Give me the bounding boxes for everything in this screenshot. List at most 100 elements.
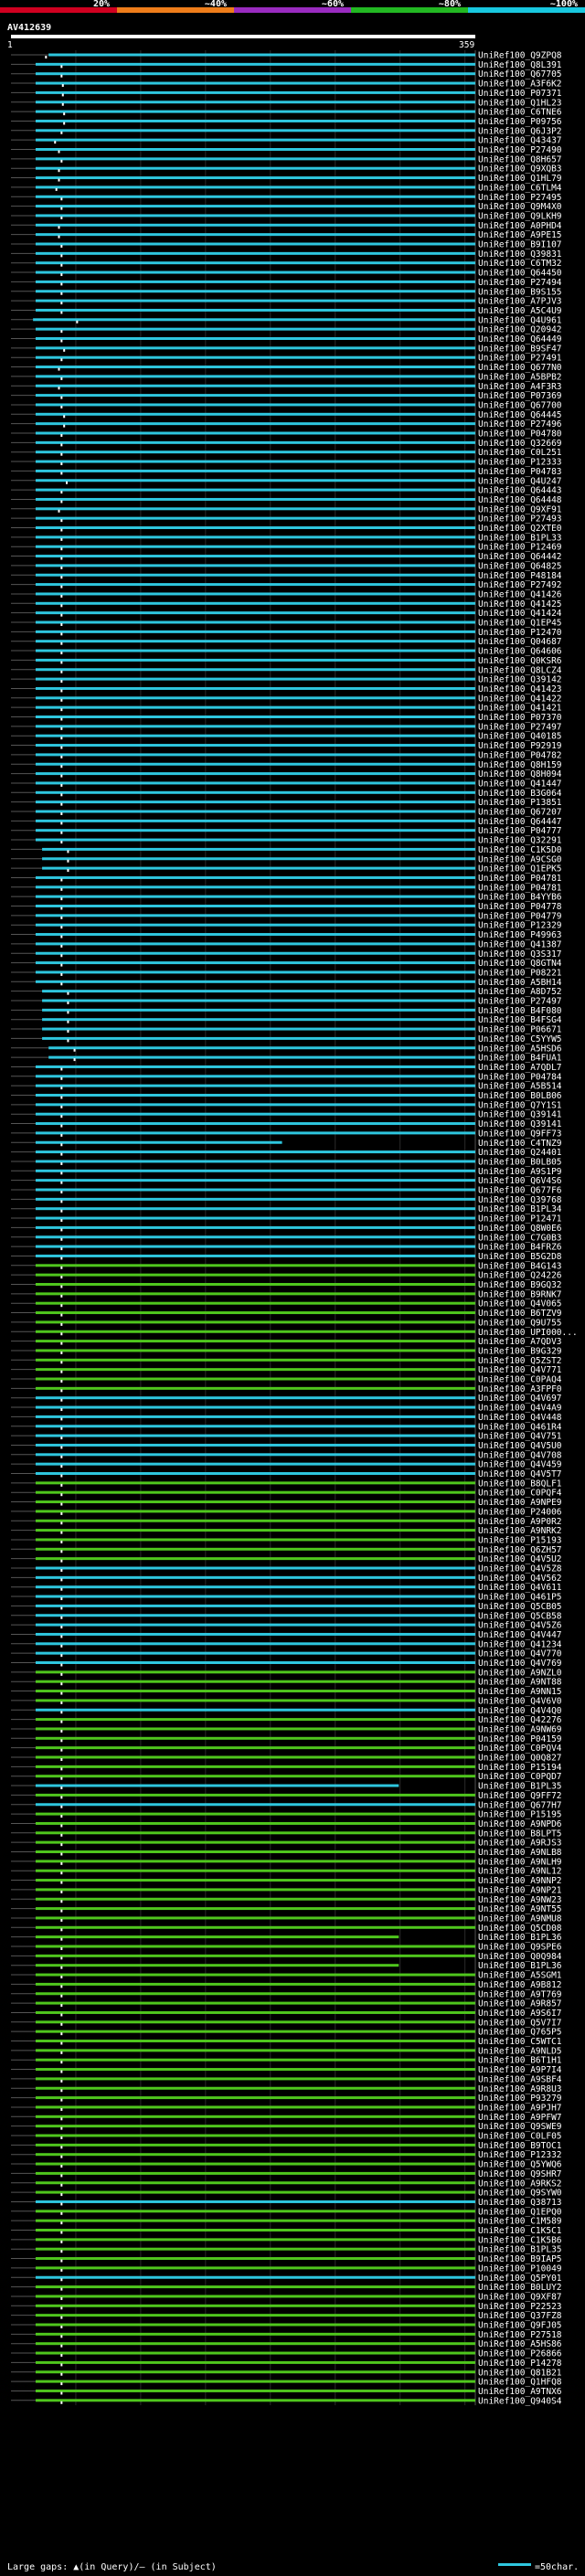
hit-label: UniRef100_Q64450	[478, 269, 562, 279]
hit-bar	[35, 2247, 475, 2251]
hit-label: UniRef100_C6TNE6	[478, 108, 562, 118]
hit-marker	[60, 1758, 63, 1761]
hit-marker	[60, 1076, 63, 1080]
hit-bar	[35, 1765, 475, 1768]
hit-marker	[60, 2363, 63, 2367]
hit-bar	[35, 1964, 399, 1967]
hit-marker	[60, 1276, 63, 1279]
hit-marker	[60, 1966, 63, 1969]
hit-marker	[60, 1597, 63, 1601]
hit-label: UniRef100_Q4V4Q0	[478, 1706, 562, 1716]
hit-label: UniRef100_C4TNZ9	[478, 1139, 562, 1149]
hit-marker	[60, 2146, 63, 2149]
hit-label: UniRef100_P07370	[478, 713, 562, 723]
hit-marker	[58, 169, 60, 173]
hit-rows: UniRef100_Q9ZPQ8UniRef100_Q8L391UniRef10…	[11, 51, 578, 2406]
hit-bar	[35, 251, 475, 255]
hit-label: UniRef100_Q4V6V0	[478, 1696, 562, 1706]
hit-bar	[35, 479, 475, 482]
hit-label: UniRef100_Q4V770	[478, 1649, 562, 1659]
hit-label: UniRef100_Q1EPK5	[478, 864, 562, 875]
hit-label: UniRef100_P27492	[478, 580, 562, 590]
hit-label: UniRef100_P92919	[478, 741, 562, 751]
hit-label: UniRef100_A5BPB2	[478, 372, 562, 382]
hit-bar	[35, 1925, 475, 1929]
hit-label: UniRef100_A5BH14	[478, 978, 562, 988]
hit-bar	[35, 1481, 475, 1485]
hit-marker	[60, 339, 63, 343]
hit-bar	[35, 838, 475, 842]
hit-marker	[58, 387, 60, 390]
hit-label: UniRef100_A7PJV3	[478, 297, 562, 307]
hit-marker	[60, 1181, 63, 1184]
hit-marker	[60, 594, 63, 598]
hit-label: UniRef100_A9NLD5	[478, 2046, 562, 2056]
hit-bar	[35, 2040, 475, 2042]
hit-marker	[63, 415, 66, 419]
hit-label: UniRef100_Q4V5Z6	[478, 1621, 562, 1631]
hit-label: UniRef100_Q4V5U0	[478, 1441, 562, 1451]
hit-label: UniRef100_Q3S317	[478, 949, 562, 959]
hit-bar	[35, 2351, 475, 2355]
hit-label: UniRef100_Q42276	[478, 1715, 562, 1725]
hit-label: UniRef100_Q461P5	[478, 1593, 562, 1603]
hit-label: UniRef100_Q9SHR7	[478, 2169, 562, 2179]
hit-label: UniRef100_A9RKS2	[478, 2178, 562, 2189]
hit-label: UniRef100_Q64825	[478, 561, 562, 571]
hit-bar	[35, 2134, 475, 2137]
hit-bar	[35, 2105, 475, 2109]
hit-bar	[35, 923, 475, 927]
hit-bar	[35, 951, 475, 955]
hit-label: UniRef100_Q8H094	[478, 769, 562, 779]
hit-label: UniRef100_A9NN15	[478, 1687, 562, 1697]
hit-bar	[35, 186, 475, 189]
hit-label: UniRef100_A9S6I7	[478, 2009, 562, 2019]
query-title: AV412639	[7, 23, 51, 33]
hit-label: UniRef100_A9PE15	[478, 230, 562, 240]
hit-label: UniRef100_Q5YWQ6	[478, 2160, 562, 2170]
hit-bar	[35, 2068, 475, 2072]
hit-marker	[60, 2051, 63, 2054]
hit-label: UniRef100_P12471	[478, 1214, 562, 1224]
hit-bar	[35, 1699, 475, 1702]
hit-bar	[35, 526, 475, 529]
hit-bar	[35, 440, 475, 444]
hit-marker	[60, 1389, 63, 1393]
hit-marker	[60, 1976, 63, 1979]
hit-label: UniRef100_Q8H657	[478, 154, 562, 164]
hit-label: UniRef100_Q461R4	[478, 1422, 562, 1432]
hit-bar	[35, 2295, 475, 2298]
hit-bar	[35, 422, 475, 426]
hit-marker	[60, 1228, 63, 1232]
hit-bar	[42, 999, 475, 1002]
hit-marker	[60, 528, 63, 532]
hit-marker	[60, 1890, 63, 1893]
hit-marker	[60, 2401, 63, 2404]
hit-marker	[60, 1426, 63, 1430]
hit-label: UniRef100_Q4V5Z8	[478, 1564, 562, 1574]
hit-marker	[60, 2391, 63, 2395]
hit-marker	[60, 1559, 63, 1563]
hit-label: UniRef100_P12469	[478, 543, 562, 553]
hit-marker	[58, 178, 60, 182]
hit-bar	[35, 2181, 475, 2185]
hit-marker	[60, 1881, 63, 1884]
scale-label: 20%	[93, 0, 110, 9]
hit-marker	[60, 472, 63, 475]
hit-label: UniRef100_B0LB05	[478, 1157, 562, 1167]
hit-label: UniRef100_Q9M4X0	[478, 202, 562, 212]
hit-marker	[60, 2240, 63, 2243]
hit-bar	[35, 1793, 475, 1797]
hit-label: UniRef100_Q4V448	[478, 1413, 562, 1423]
hit-label: UniRef100_B1PL36	[478, 1933, 562, 1943]
hit-bar	[35, 2020, 475, 2024]
hit-marker	[60, 2032, 63, 2036]
hit-label: UniRef100_P04781	[478, 874, 562, 884]
hit-bar	[35, 611, 475, 615]
hit-label: UniRef100_Q677H7	[478, 1800, 562, 1810]
hit-marker	[60, 443, 63, 447]
hit-bar	[35, 451, 475, 454]
hit-bar	[35, 1954, 475, 1957]
hit-bar	[35, 1131, 475, 1135]
hit-marker	[60, 726, 63, 730]
